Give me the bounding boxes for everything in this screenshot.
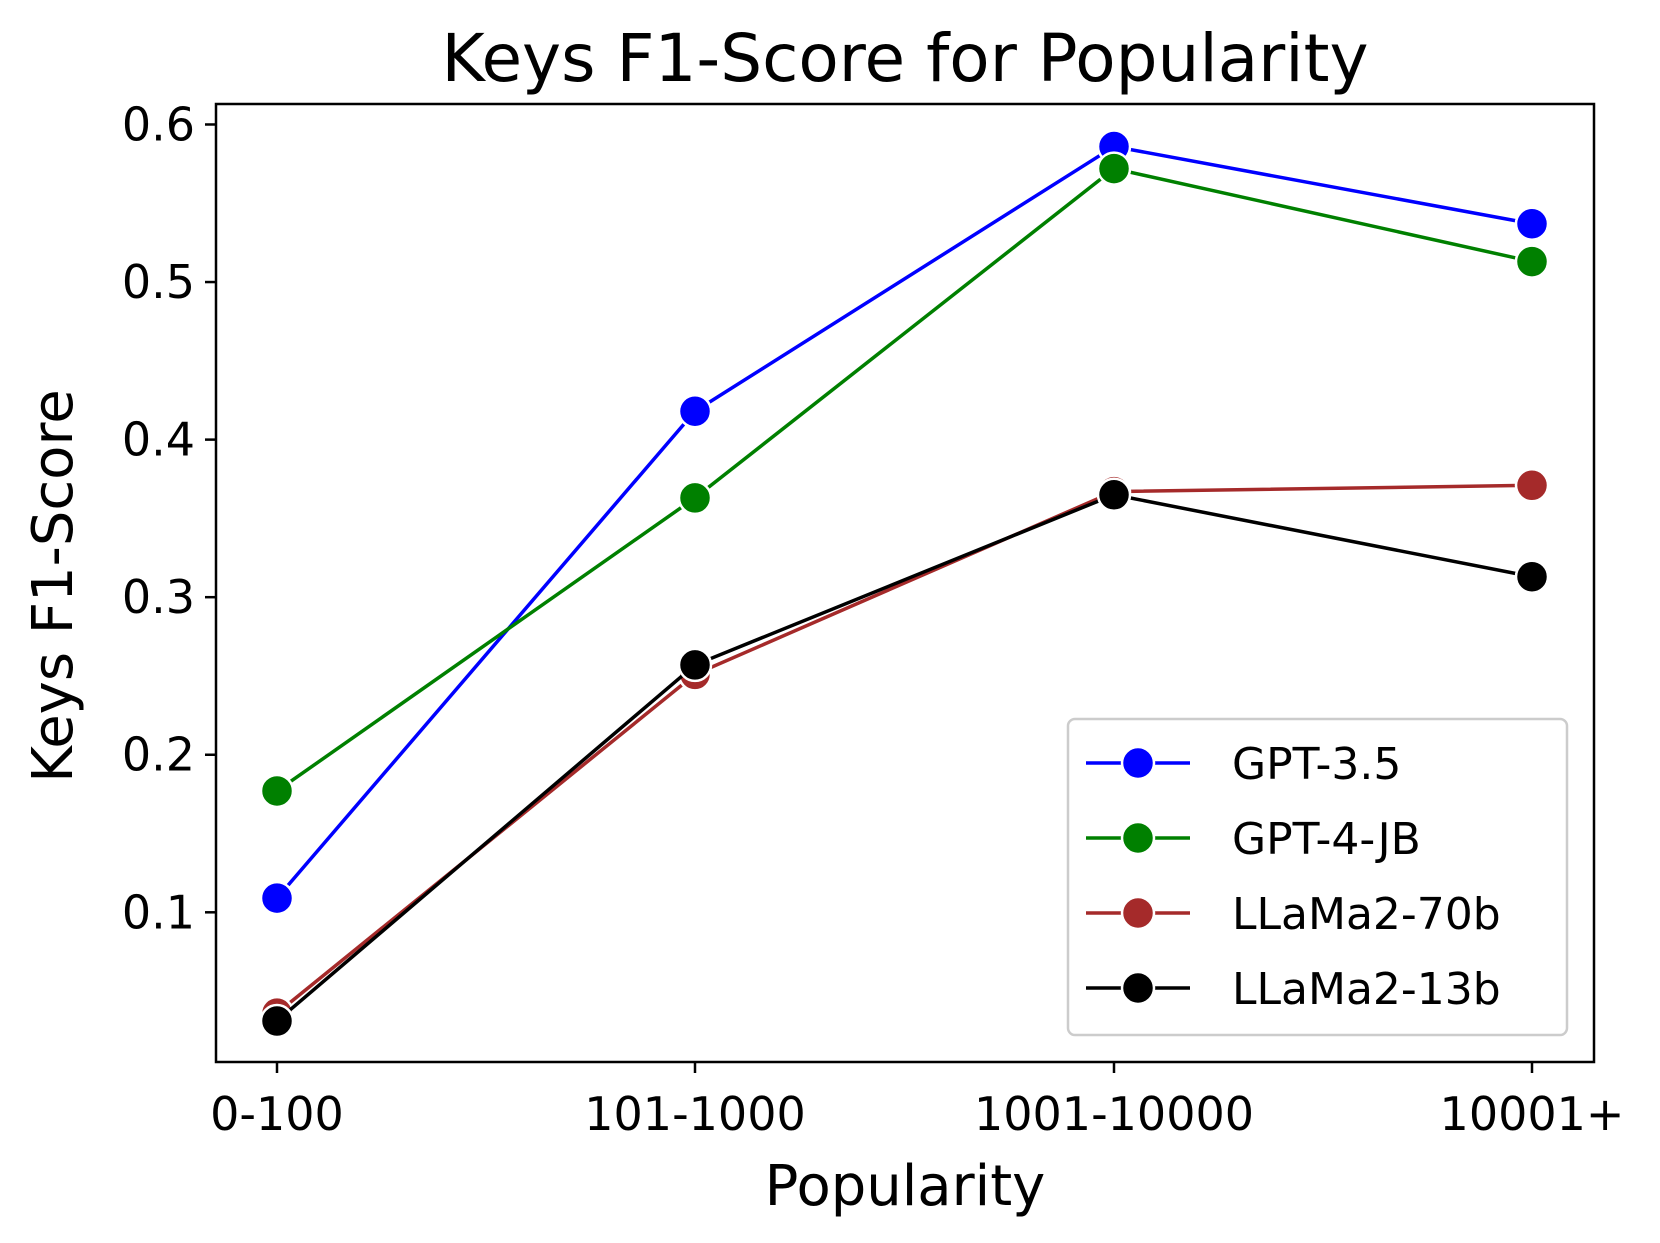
data-point [677,480,713,516]
data-point [1096,151,1132,186]
data-point [677,647,713,683]
legend-label: GPT-3.5 [1232,739,1401,790]
y-tick-label: 0.6 [122,97,195,151]
y-axis-label: Keys F1-Score [21,389,86,782]
series-line [275,144,1533,900]
x-axis-ticks: 0-100 101-1000 1001-10000 10001+ [210,1062,1624,1141]
data-point [1514,244,1550,279]
legend-marker [1120,745,1156,781]
data-point [259,773,295,809]
data-point [677,394,713,429]
legend-marker [1120,895,1156,931]
series-gpt-4-jb [259,151,1550,809]
x-axis-label: Popularity [765,1154,1046,1219]
series-line [275,166,1533,793]
y-tick-label: 0.2 [122,728,195,782]
data-point [1514,468,1550,503]
data-point [259,880,295,916]
plot-area [214,102,1596,1064]
data-point [259,1003,295,1039]
x-tick-label: 1001-10000 [974,1087,1254,1141]
y-axis-ticks: 0.1 0.2 0.3 0.4 0.5 0.6 [122,97,216,939]
data-point [1514,206,1550,241]
legend: GPT-3.5 GPT-4-JB LLaMa2-70b LLaMa2-13b [1066,717,1569,1037]
legend-label: GPT-4-JB [1232,814,1421,865]
series-line [275,493,1533,1023]
y-tick-label: 0.4 [122,413,195,467]
chart-title: Keys F1-Score for Popularity [441,20,1368,97]
legend-marker [1120,820,1156,856]
x-tick-label: 10001+ [1440,1087,1625,1141]
x-tick-label: 0-100 [210,1087,344,1141]
data-point [1514,559,1550,594]
legend-box [1066,717,1569,1037]
legend-marker [1120,970,1156,1006]
x-tick-label: 101-1000 [584,1087,805,1141]
y-tick-label: 0.3 [122,570,195,624]
data-point [1096,477,1132,513]
legend-label: LLaMa2-13b [1232,964,1501,1015]
legend-label: LLaMa2-70b [1232,889,1501,940]
y-tick-label: 0.5 [122,255,195,309]
series-llama2-13b [259,477,1550,1039]
plot-frame [214,102,1596,1064]
y-tick-label: 0.1 [122,885,195,939]
